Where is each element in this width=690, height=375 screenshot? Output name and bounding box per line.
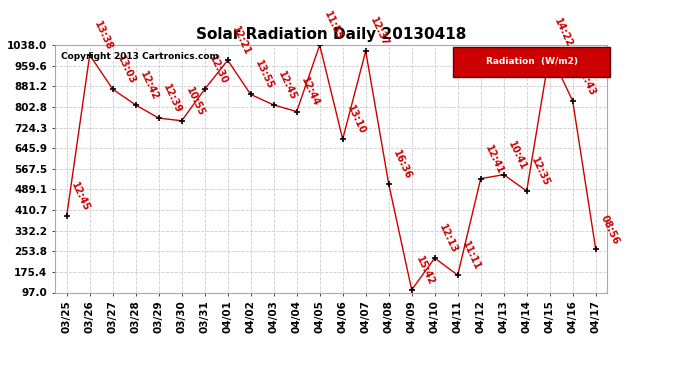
Text: 12:13: 12:13 [437, 223, 460, 255]
Text: 16:36: 16:36 [391, 148, 413, 181]
Text: 12:43: 12:43 [575, 66, 598, 98]
Text: 12:37: 12:37 [368, 16, 391, 48]
Text: 14:22: 14:22 [553, 17, 575, 49]
Text: 10:41: 10:41 [506, 139, 529, 171]
FancyBboxPatch shape [453, 48, 610, 77]
Text: 11:55: 11:55 [322, 9, 344, 42]
Text: 12:42: 12:42 [139, 69, 161, 102]
Text: 15:42: 15:42 [415, 254, 437, 287]
Text: 12:39: 12:39 [161, 82, 184, 115]
Text: 11:11: 11:11 [460, 240, 482, 272]
Text: 13:03: 13:03 [115, 54, 137, 86]
Text: 13:55: 13:55 [253, 59, 275, 91]
Text: 12:35: 12:35 [529, 156, 551, 188]
Text: Radiation  (W/m2): Radiation (W/m2) [486, 57, 578, 66]
Text: 13:38: 13:38 [92, 20, 115, 52]
Text: 12:45: 12:45 [277, 69, 299, 102]
Text: 13:10: 13:10 [346, 104, 368, 136]
Title: Solar Radiation Daily 20130418: Solar Radiation Daily 20130418 [196, 27, 466, 42]
Text: 12:21: 12:21 [230, 25, 253, 57]
Text: 10:55: 10:55 [184, 85, 206, 118]
Text: 12:45: 12:45 [70, 180, 92, 213]
Text: 12:44: 12:44 [299, 76, 322, 108]
Text: Copyright 2013 Cartronics.com: Copyright 2013 Cartronics.com [61, 53, 219, 62]
Text: 12:30: 12:30 [208, 54, 230, 86]
Text: 12:41: 12:41 [484, 143, 506, 176]
Text: 08:56: 08:56 [598, 213, 621, 246]
